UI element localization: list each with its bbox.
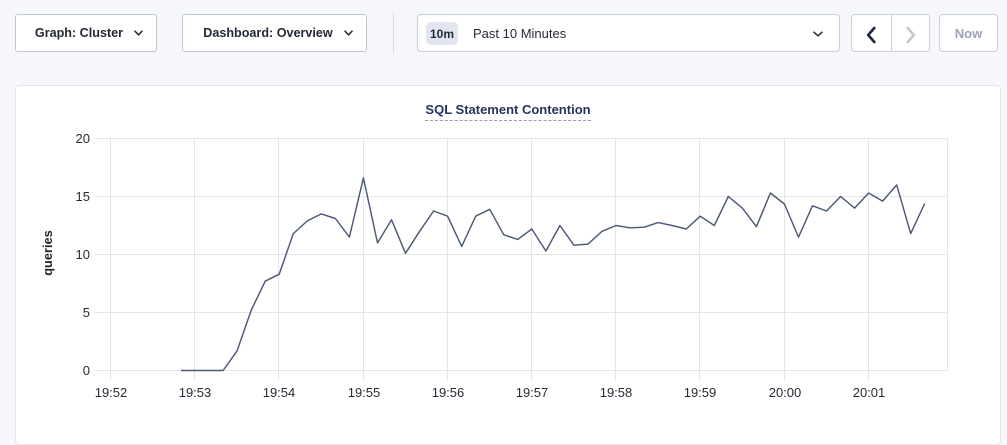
svg-text:19:54: 19:54	[263, 385, 296, 400]
svg-text:5: 5	[83, 305, 90, 320]
svg-text:15: 15	[76, 189, 90, 204]
svg-text:19:58: 19:58	[600, 385, 633, 400]
svg-text:20:00: 20:00	[769, 385, 802, 400]
svg-text:queries: queries	[40, 230, 55, 276]
svg-text:19:56: 19:56	[432, 385, 465, 400]
svg-text:0: 0	[83, 363, 90, 378]
svg-text:20:01: 20:01	[853, 385, 886, 400]
svg-text:19:55: 19:55	[348, 385, 381, 400]
svg-text:19:59: 19:59	[684, 385, 717, 400]
svg-text:19:53: 19:53	[179, 385, 212, 400]
svg-text:19:52: 19:52	[95, 385, 128, 400]
svg-text:10: 10	[76, 247, 90, 262]
svg-text:20: 20	[76, 131, 90, 146]
svg-text:19:57: 19:57	[516, 385, 549, 400]
